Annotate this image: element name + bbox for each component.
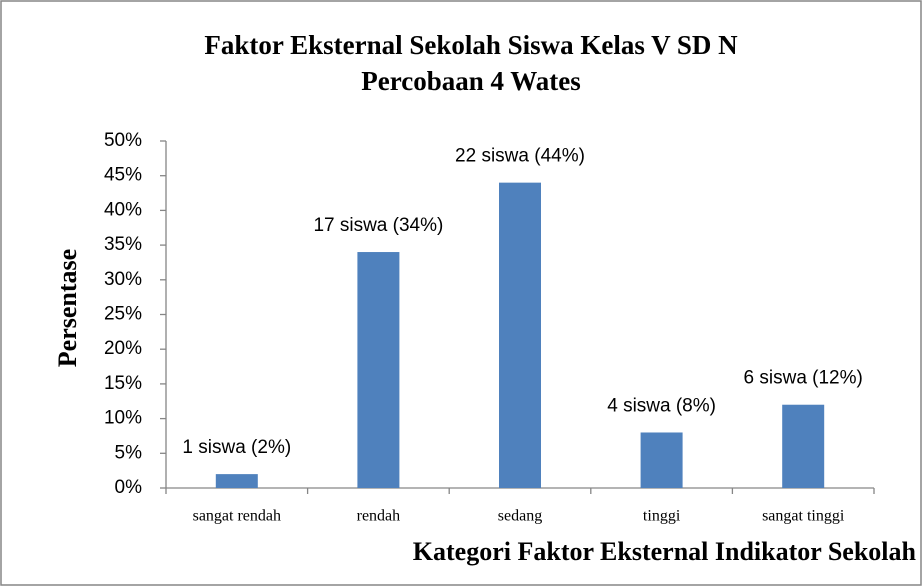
y-tick-label: 0% bbox=[115, 477, 143, 498]
x-axis-label: Kategori Faktor Eksternal Indikator Seko… bbox=[413, 537, 917, 566]
bar bbox=[640, 432, 683, 488]
y-tick-label: 5% bbox=[115, 442, 143, 463]
x-tick-label: rendah bbox=[357, 508, 401, 525]
x-tick-label: sangat tinggi bbox=[762, 508, 845, 525]
bar bbox=[357, 252, 400, 488]
bar bbox=[782, 404, 825, 488]
value-label: 1 siswa (2%) bbox=[182, 437, 291, 458]
value-label: 4 siswa (8%) bbox=[607, 395, 716, 416]
chart-title: Faktor Eksternal Sekolah Siswa Kelas V S… bbox=[204, 30, 738, 60]
y-tick-label: 35% bbox=[104, 234, 142, 255]
y-tick-label: 45% bbox=[104, 165, 142, 186]
x-tick-label: sangat rendah bbox=[193, 508, 281, 525]
x-tick-label: tinggi bbox=[643, 508, 681, 525]
y-tick-label: 25% bbox=[104, 304, 142, 325]
y-tick-label: 50% bbox=[104, 130, 142, 151]
x-tick-label: sedang bbox=[498, 508, 542, 525]
y-tick-label: 40% bbox=[104, 199, 142, 220]
value-label: 22 siswa (44%) bbox=[455, 146, 585, 167]
y-tick-label: 30% bbox=[104, 269, 142, 290]
value-label: 6 siswa (12%) bbox=[744, 368, 863, 389]
y-tick-label: 20% bbox=[104, 338, 142, 359]
value-label: 17 siswa (34%) bbox=[313, 215, 443, 236]
y-tick-label: 15% bbox=[104, 373, 142, 394]
bar bbox=[215, 474, 258, 488]
y-axis-label: Persentase bbox=[53, 249, 82, 367]
y-tick-label: 10% bbox=[104, 408, 142, 429]
chart-title: Percobaan 4 Wates bbox=[361, 66, 581, 96]
bar bbox=[499, 182, 541, 488]
